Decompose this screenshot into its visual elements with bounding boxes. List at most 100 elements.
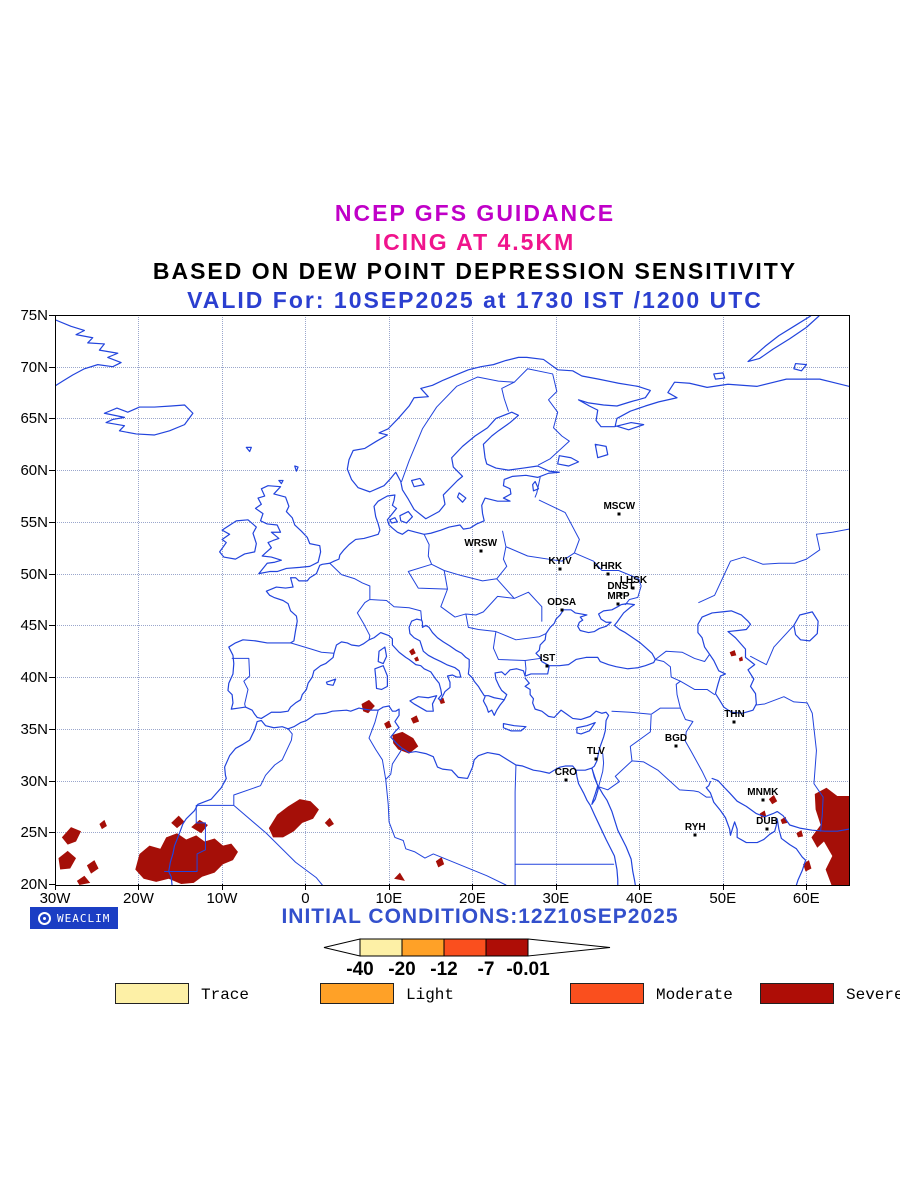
colorbar-left-arrow: [323, 938, 361, 957]
lat-gridline: [55, 832, 848, 834]
lat-tick-label: 45N: [20, 617, 48, 635]
city-label: ODSA: [547, 596, 577, 608]
city-label: CRO: [554, 766, 577, 778]
city-marker: [761, 798, 765, 802]
legend-swatch-trace: [115, 983, 189, 1004]
lon-tick-mark: [806, 884, 808, 890]
lon-tick-label: 40E: [625, 890, 653, 907]
lat-tick-label: 20N: [20, 876, 48, 893]
city-marker: [606, 572, 610, 576]
lon-gridline: [305, 315, 307, 884]
colorbar-tick-label: -12: [430, 959, 458, 980]
city-marker: [545, 664, 549, 668]
title-valid-time: VALID For: 10SEP2025 at 1730 IST /1200 U…: [187, 287, 763, 313]
lat-tick-label: 75N: [20, 307, 48, 324]
country-borders: [165, 369, 849, 885]
lat-tick-label: 25N: [20, 824, 48, 842]
lon-gridline: [138, 315, 140, 884]
lat-tick-mark: [49, 315, 55, 316]
title-model: NCEP GFS GUIDANCE: [334, 200, 616, 226]
legend-swatch-light: [320, 983, 394, 1004]
lat-tick-mark: [49, 728, 55, 730]
lat-tick-mark: [49, 470, 55, 472]
lat-tick-label: 65N: [20, 410, 48, 428]
city-marker: [594, 757, 598, 761]
lon-gridline: [722, 315, 724, 884]
lon-tick-label: 20W: [123, 890, 154, 907]
colorbar-segment: [359, 938, 403, 957]
city-marker: [479, 549, 483, 553]
lon-tick-mark: [472, 884, 474, 890]
city-label: DUB: [756, 816, 778, 828]
city-label: RYH: [684, 822, 706, 834]
lat-tick-mark: [49, 677, 55, 679]
lat-tick-label: 40N: [20, 669, 48, 687]
lon-tick-label: 30W: [39, 890, 71, 907]
weaclim-logo: WEACLIM: [30, 907, 119, 929]
lat-gridline: [55, 418, 848, 420]
city-label: MRP: [607, 590, 630, 602]
lon-tick-label: 20E: [459, 890, 486, 907]
lat-tick-mark: [49, 625, 55, 627]
initial-conditions-text: INITIAL CONDITIONS:12Z10SEP2025: [281, 905, 679, 928]
city-label: IST: [539, 652, 556, 664]
colorbar-tick-label: -40: [346, 959, 374, 980]
lat-tick-mark: [49, 418, 55, 420]
lat-tick-mark: [49, 366, 55, 368]
lon-tick-label: 0: [301, 890, 310, 907]
lon-tick-label: 30E: [542, 890, 570, 907]
lon-tick-mark: [305, 884, 307, 890]
lon-tick-label: 50E: [709, 890, 737, 907]
city-marker: [617, 512, 621, 516]
city-label: TLV: [586, 745, 605, 757]
lat-tick-label: 55N: [20, 513, 48, 531]
legend-label: Moderate: [656, 986, 733, 1004]
legend-swatch-severe: [760, 983, 834, 1004]
lon-tick-mark: [138, 884, 140, 890]
city-label: THN: [724, 708, 745, 720]
europe-map-svg: [56, 316, 849, 885]
city-marker: [674, 744, 678, 748]
lat-gridline: [55, 573, 848, 575]
legend-label: Light: [406, 986, 455, 1004]
lon-gridline: [388, 315, 390, 884]
lat-tick-mark: [49, 521, 55, 523]
lat-tick-mark: [49, 780, 55, 782]
lat-gridline: [55, 677, 848, 679]
lon-gridline: [221, 315, 223, 884]
legend-label: Severe: [846, 986, 900, 1004]
lon-tick-mark: [722, 884, 724, 890]
city-label: MSCW: [603, 500, 636, 512]
city-label: KHRK: [593, 560, 623, 572]
lat-tick-label: 30N: [20, 772, 48, 790]
colorbar-tick-label: -20: [388, 959, 416, 980]
city-marker: [564, 778, 568, 781]
lat-tick-label: 60N: [20, 462, 48, 480]
lon-tick-label: 60E: [792, 890, 820, 907]
lat-tick-label: 50N: [20, 565, 48, 583]
city-marker: [560, 608, 564, 612]
lat-gridline: [55, 780, 848, 782]
lon-gridline: [472, 315, 474, 884]
lat-gridline: [55, 521, 848, 523]
lat-gridline: [55, 470, 848, 472]
lon-tick-mark: [221, 884, 223, 890]
lon-tick-label: 10E: [375, 890, 403, 907]
lon-tick-mark: [639, 884, 641, 890]
lon-gridline: [806, 315, 808, 884]
globe-icon: [38, 911, 51, 925]
lat-tick-mark: [49, 832, 55, 834]
legend-label: Trace: [201, 986, 250, 1004]
city-marker: [693, 833, 697, 837]
lat-tick-mark: [49, 573, 55, 575]
city-marker: [765, 827, 769, 831]
lat-tick-label: 35N: [20, 720, 48, 738]
lat-gridline: [55, 728, 848, 730]
city-label: BGD: [664, 733, 688, 745]
city-label: KYIV: [548, 556, 572, 568]
lat-gridline: [55, 366, 848, 368]
city-label: MNMK: [747, 787, 779, 799]
title-product: ICING AT 4.5KM: [374, 229, 576, 255]
lat-gridline: [55, 625, 848, 627]
